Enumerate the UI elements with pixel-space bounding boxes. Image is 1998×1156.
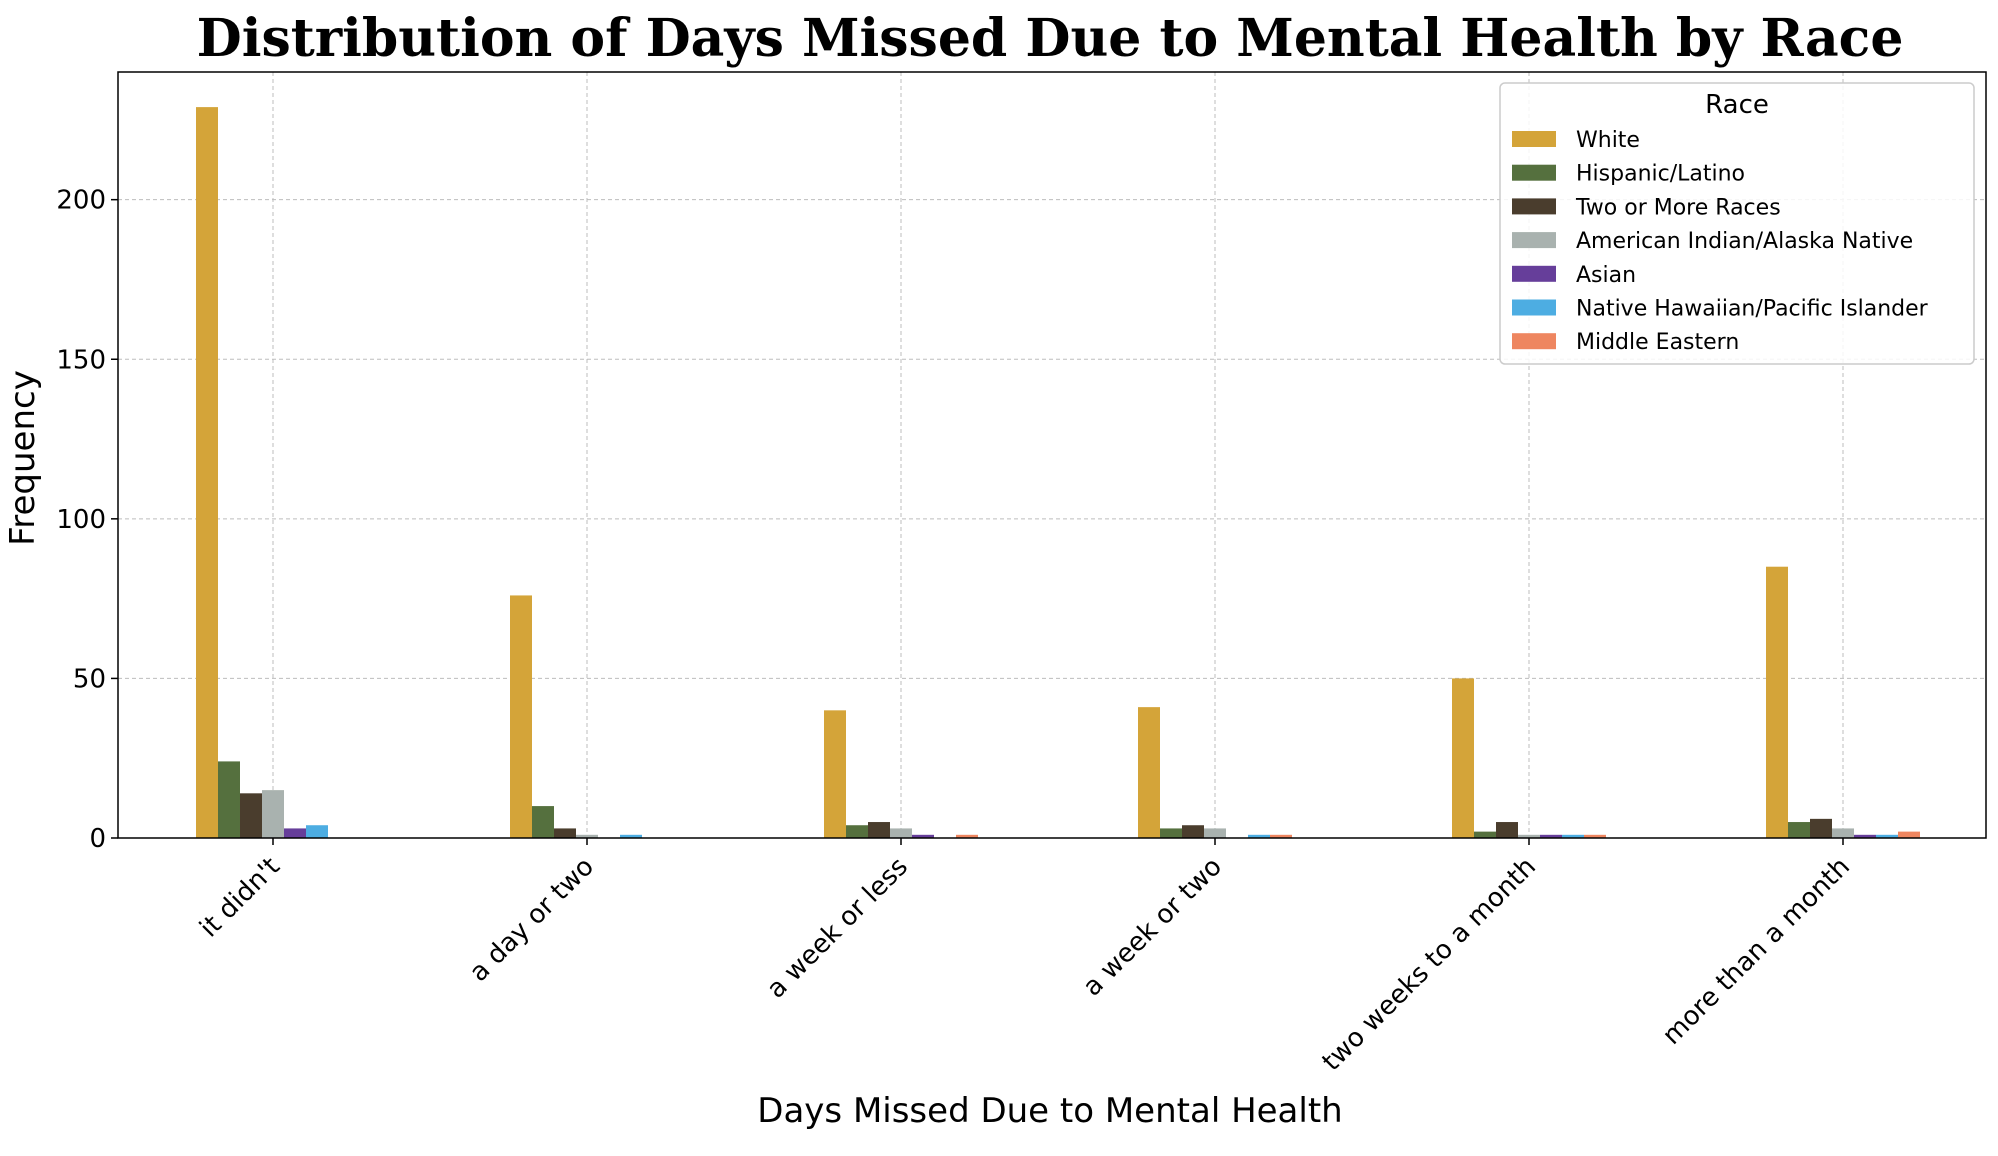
- legend: Race White Hispanic/Latino Two or More Rac…: [1499, 82, 1975, 365]
- bars-layer: [196, 107, 1920, 838]
- y-axis-ticks: 0 50 100 150 200: [56, 186, 118, 854]
- legend-label: Middle Eastern: [1576, 330, 1739, 355]
- bar: [1854, 834, 1876, 838]
- bar: [868, 822, 890, 838]
- bar: [1204, 828, 1226, 838]
- bar: [240, 793, 262, 838]
- bar: [196, 107, 218, 838]
- bar: [218, 761, 240, 838]
- x-tick-label: a day or two: [464, 852, 600, 988]
- legend-swatch: [1512, 333, 1556, 350]
- bar: [1876, 834, 1898, 838]
- plot-frame: [117, 71, 1987, 839]
- bar: [1270, 834, 1292, 838]
- legend-label: American Indian/Alaska Native: [1576, 229, 1913, 254]
- legend-items: White Hispanic/Latino Two or More Races Ame…: [1512, 128, 1929, 355]
- x-tick-label: a week or less: [761, 852, 914, 1005]
- legend-label: Two or More Races: [1575, 195, 1781, 220]
- legend-label: Asian: [1576, 263, 1636, 288]
- bar: [1182, 825, 1204, 838]
- bar: [1540, 834, 1562, 838]
- bar: [824, 710, 846, 838]
- x-axis-label: Days Missed Due to Mental Health: [757, 1091, 1342, 1131]
- y-tick-label: 0: [89, 824, 106, 854]
- legend-swatch: [1512, 232, 1556, 249]
- bar: [1898, 831, 1920, 838]
- y-tick-label: 200: [56, 186, 106, 216]
- y-tick-label: 100: [56, 505, 106, 535]
- bar: [510, 595, 532, 838]
- bar: [1562, 834, 1584, 838]
- bar: [1248, 834, 1270, 838]
- bar: [956, 834, 978, 838]
- bar: [912, 834, 934, 838]
- bar: [1788, 822, 1810, 838]
- y-tick-label: 150: [56, 345, 106, 375]
- legend-swatch: [1512, 164, 1556, 181]
- x-tick-label: it didn't: [194, 852, 286, 944]
- bar: [1452, 678, 1474, 838]
- bar: [620, 834, 642, 838]
- y-tick-label: 50: [73, 664, 106, 694]
- bar: [1474, 831, 1496, 838]
- legend-label: Native Hawaiian/Pacific Islander: [1576, 297, 1929, 322]
- legend-label: White: [1576, 128, 1640, 153]
- x-tick-label: a week or two: [1077, 852, 1228, 1003]
- legend-title: Race: [1705, 90, 1769, 120]
- bar: [846, 825, 868, 838]
- bar: [1160, 828, 1182, 838]
- legend-swatch: [1512, 265, 1556, 282]
- bar: [532, 806, 554, 838]
- x-axis-ticks: it didn't a day or two a week or less a wee…: [194, 838, 1856, 1077]
- bar: [1832, 828, 1854, 838]
- y-axis-label: Frequency: [3, 370, 43, 546]
- bar: [890, 828, 912, 838]
- x-tick-label: two weeks to a month: [1317, 852, 1542, 1077]
- legend-label: Hispanic/Latino: [1576, 162, 1745, 187]
- bar: [1810, 818, 1832, 838]
- x-tick-label: more than a month: [1657, 852, 1856, 1051]
- bar: [554, 828, 576, 838]
- legend-swatch: [1512, 198, 1556, 215]
- bar: [1584, 834, 1606, 838]
- legend-swatch: [1512, 131, 1556, 147]
- bar: [1138, 707, 1160, 838]
- bar: [1766, 566, 1788, 838]
- legend-swatch: [1512, 299, 1556, 316]
- bar: [284, 828, 306, 838]
- bar: [1496, 822, 1518, 838]
- legend-box: [1499, 82, 1975, 365]
- bar: [1518, 834, 1540, 838]
- bar: [576, 834, 598, 838]
- bar: [306, 825, 328, 838]
- chart-title: Distribution of Days Missed Due to Menta…: [197, 8, 1904, 69]
- bar: [262, 790, 284, 838]
